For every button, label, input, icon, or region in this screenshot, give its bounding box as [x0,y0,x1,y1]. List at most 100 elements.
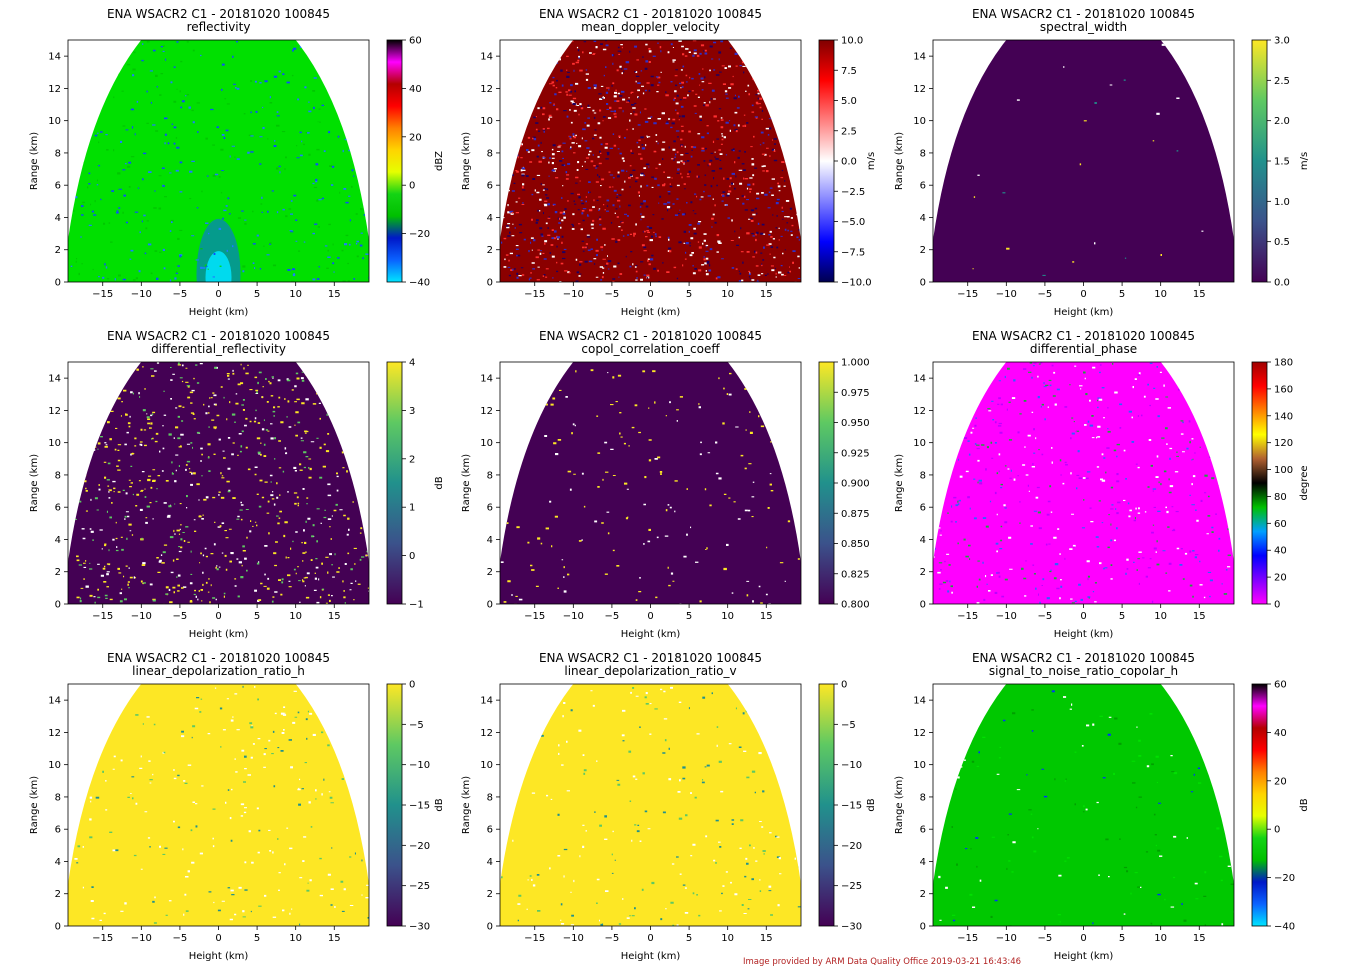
y-tick-label: 10 [913,760,926,771]
y-tick-label: 0 [55,600,61,611]
y-tick-label: 8 [55,792,61,803]
y-tick-label: 14 [480,52,493,63]
y-axis-label: Range (km) [894,776,905,834]
y-tick-label: 6 [55,503,61,514]
colorbar-tick-label: 0 [1274,600,1280,611]
colorbar-tick-label: 100 [1274,465,1293,476]
x-tick-label: 15 [1193,933,1206,944]
x-tick-label: −5 [1038,289,1053,300]
x-axis-label: Height (km) [189,307,249,318]
colorbar-tick-label: 1.0 [1274,197,1290,208]
y-tick-label: 10 [48,116,61,127]
field-background [500,40,801,282]
colorbar-tick-label: 0 [1274,825,1280,836]
colorbar-tick-label: 20 [409,132,422,143]
x-tick-label: 5 [1119,933,1125,944]
x-axis-label: Height (km) [189,629,249,640]
y-tick-label: 0 [920,922,926,933]
y-tick-label: 2 [55,889,61,900]
y-tick-label: 2 [487,245,493,256]
x-tick-label: −15 [957,933,978,944]
y-tick-label: 2 [920,889,926,900]
colorbar-tick-label: −10 [841,760,862,771]
y-tick-label: 4 [920,213,926,224]
x-tick-label: 5 [254,611,260,622]
colorbar [818,361,835,605]
colorbar-tick-label: 0.0 [841,157,857,168]
y-tick-label: 4 [920,857,926,868]
colorbar [1251,39,1268,283]
colorbar [818,683,835,927]
x-tick-label: −10 [131,611,152,622]
y-tick-label: 10 [913,438,926,449]
y-axis-label: Range (km) [894,454,905,512]
colorbar-tick-label: −15 [841,801,862,812]
y-axis-label: Range (km) [461,132,472,190]
x-tick-label: −10 [563,289,584,300]
radar-field [500,40,801,282]
panel-subtitle: spectral_width [1040,20,1127,34]
y-tick-label: 14 [480,696,493,707]
y-tick-label: 10 [480,760,493,771]
panel-title: ENA WSACR2 C1 - 20181020 100845 [972,7,1195,21]
y-tick-label: 6 [920,503,926,514]
x-tick-label: 0 [647,933,653,944]
y-tick-label: 12 [913,84,926,95]
y-tick-label: 12 [913,728,926,739]
panel-linear-depolarization-ratio-h: ENA WSACR2 C1 - 20181020 100845linear_de… [29,651,445,962]
colorbar-tick-label: 180 [1274,358,1293,369]
panel-differential-phase: ENA WSACR2 C1 - 20181020 100845different… [894,329,1310,640]
y-tick-label: 2 [55,567,61,578]
colorbar-tick-label: 0.925 [841,448,870,459]
colorbar-tick-label: 160 [1274,384,1293,395]
y-tick-label: 8 [55,148,61,159]
panel-title: ENA WSACR2 C1 - 20181020 100845 [539,651,762,665]
x-tick-label: −5 [605,289,620,300]
y-tick-label: 4 [55,857,61,868]
y-tick-label: 8 [920,148,926,159]
panel-subtitle: differential_reflectivity [151,342,286,356]
colorbar-tick-label: 0.975 [841,388,870,399]
colorbar-tick-label: 0 [409,680,415,691]
radar-field [68,684,369,926]
colorbar-label: m/s [1299,152,1310,170]
colorbar-tick-label: 0.5 [1274,237,1290,248]
colorbar-tick-label: 2 [409,454,415,465]
panel-subtitle: differential_phase [1030,342,1137,356]
y-tick-label: 2 [55,245,61,256]
colorbar-tick-label: 2.5 [1274,76,1290,87]
x-tick-label: −10 [996,611,1017,622]
y-tick-label: 6 [487,503,493,514]
y-tick-label: 4 [55,213,61,224]
x-tick-label: −5 [1038,611,1053,622]
x-tick-label: −10 [131,289,152,300]
y-tick-label: 6 [487,825,493,836]
field-background [68,362,369,604]
y-tick-label: 6 [920,825,926,836]
y-tick-label: 14 [913,374,926,385]
image-credit: Image provided by ARM Data Quality Offic… [743,957,1022,967]
x-tick-label: 10 [1154,289,1167,300]
panel-title: ENA WSACR2 C1 - 20181020 100845 [972,329,1195,343]
y-tick-label: 8 [920,470,926,481]
colorbar [386,683,403,927]
radar-field [500,684,801,926]
field-speckle [69,41,369,281]
panel-title: ENA WSACR2 C1 - 20181020 100845 [107,7,330,21]
panel-title: ENA WSACR2 C1 - 20181020 100845 [107,329,330,343]
x-axis-label: Height (km) [189,951,249,962]
colorbar-label: dB [434,798,445,811]
x-tick-label: 0 [1080,289,1086,300]
field-background [500,684,801,926]
colorbar-tick-label: 1.000 [841,358,870,369]
y-tick-label: 2 [920,245,926,256]
colorbar-tick-label: −40 [1274,922,1295,933]
y-tick-label: 8 [487,470,493,481]
panel-reflectivity: ENA WSACR2 C1 - 20181020 100845reflectiv… [29,7,445,318]
x-tick-label: −15 [92,289,113,300]
x-tick-label: 5 [686,289,692,300]
colorbar-tick-label: 5.0 [841,96,857,107]
x-tick-label: −15 [92,933,113,944]
radar-field [500,362,801,604]
x-tick-label: 0 [215,611,221,622]
